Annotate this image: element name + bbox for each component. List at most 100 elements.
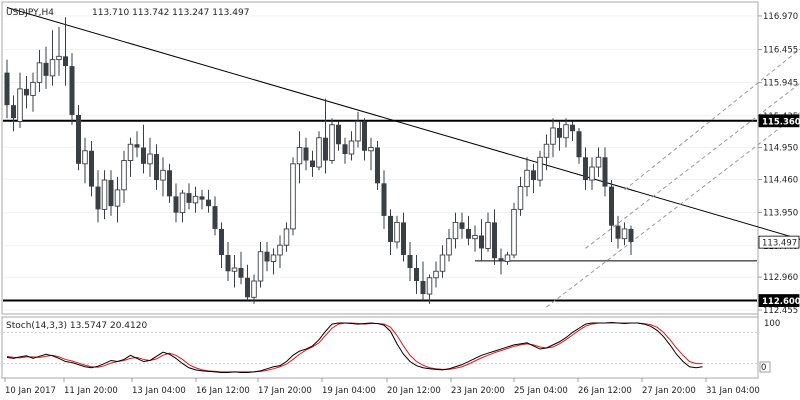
candle-body-bear [459, 222, 465, 229]
candle-body-bull [283, 228, 290, 246]
x-tick-label: 26 Jan 12:00 [578, 386, 632, 396]
candle-body-bear [570, 124, 575, 132]
stoch-axis-100: 100 [764, 319, 780, 329]
y-tick-label: 113.950 [763, 209, 798, 219]
price-axis: 116.970116.455115.945115.435114.950114.4… [758, 12, 798, 316]
price-box-label: 115.360 [762, 117, 800, 127]
y-tick-label: 112.455 [763, 306, 798, 316]
candle-body-bear [615, 225, 621, 239]
candle-body-bear [199, 196, 205, 200]
x-tick-label: 16 Jan 12:00 [196, 386, 250, 396]
x-tick-label: 23 Jan 20:00 [451, 386, 505, 396]
candle-body-bear [95, 186, 101, 210]
y-tick-label: 114.460 [763, 175, 798, 185]
candle-body-bear [63, 56, 68, 67]
candle-body-bull [82, 150, 88, 165]
symbol-label: USDJPY,H4 [6, 8, 54, 18]
candle-body-bear [108, 180, 114, 207]
y-tick-label: 116.455 [763, 45, 798, 55]
candle-body-bear [212, 206, 218, 229]
candle-body-bear [11, 105, 16, 119]
candle-body-bear [24, 88, 29, 96]
candle-body-bull [537, 156, 543, 181]
x-tick-label: 27 Jan 20:00 [642, 386, 696, 396]
candles [4, 17, 634, 304]
downward-trendline [6, 7, 800, 240]
candle-body-bull [439, 254, 446, 272]
candle-body-bull [329, 124, 335, 161]
price-box [758, 235, 800, 249]
candle-body-bear [206, 199, 211, 207]
candle-body-bull [433, 270, 439, 279]
candle-body-bull [127, 143, 134, 161]
x-tick-label: 25 Jan 04:00 [514, 386, 568, 396]
candle-body-bear [362, 121, 367, 151]
channel-line-middle [585, 82, 800, 249]
candle-body-bear [609, 186, 614, 226]
candle-body-bear [628, 228, 634, 242]
x-tick-label: 31 Jan 04:00 [706, 386, 760, 396]
x-tick-label: 19 Jan 04:00 [322, 386, 376, 396]
price-box-label: 112.600 [762, 297, 800, 307]
candle-body-bear [602, 157, 608, 187]
candle-body-bull [30, 81, 36, 96]
candle-body-bear [531, 170, 536, 181]
candle-body-bear [238, 267, 244, 278]
candle-body-bear [89, 150, 94, 187]
candle-body-bull [251, 280, 257, 298]
candle-body-bull [394, 221, 400, 243]
candle-body-bear [492, 222, 497, 259]
candle-body-bull [504, 254, 511, 262]
candle-body-bear [479, 235, 484, 249]
candle-body-bear [375, 147, 380, 184]
candle-body-bear [173, 196, 179, 213]
candle-body-bear [225, 254, 231, 272]
y-tick-label: 114.950 [763, 144, 798, 154]
candle-body-bear [245, 277, 250, 298]
y-tick-label: 116.970 [763, 12, 798, 22]
candle-body-bear [323, 137, 328, 161]
y-tick-label: 115.945 [763, 79, 798, 89]
x-tick-label: 11 Jan 20:00 [64, 386, 118, 396]
candle-body-bear [401, 222, 406, 255]
candle-body-bear [557, 127, 562, 138]
candle-body-bull [316, 137, 322, 168]
x-tick-label: 20 Jan 12:00 [387, 386, 441, 396]
price-box-label: 113.497 [762, 239, 797, 249]
candle-body-bear [583, 157, 588, 181]
candle-body-bull [452, 221, 459, 240]
candle-body-bear [466, 228, 471, 239]
stoch-axis-0-box [759, 361, 771, 373]
candle-body-bull [17, 88, 23, 122]
candle-body-bear [69, 66, 75, 115]
candle-body-bull [49, 59, 56, 77]
stoch-axis-0: 0 [761, 363, 766, 373]
stoch-plot-frame [1, 316, 759, 379]
candle-body-bull [179, 192, 186, 214]
x-tick-label: 13 Jan 04:00 [132, 386, 186, 396]
y-tick-label: 112.960 [763, 273, 798, 283]
candle-body-bull [485, 221, 491, 249]
candle-body-bear [303, 147, 309, 161]
candle-body-bull [511, 208, 517, 256]
candle-body-bull [355, 121, 361, 142]
candle-body-bull [524, 169, 530, 188]
candle-body-bear [388, 215, 393, 242]
candle-body-bear [414, 267, 419, 282]
candle-body-bull [517, 186, 524, 210]
candle-body-bear [336, 124, 341, 145]
stoch-main-line [6, 322, 703, 373]
candle-body-bull [56, 55, 62, 61]
drawn-lines [3, 7, 800, 308]
candle-body-bull [231, 267, 238, 272]
time-axis: 10 Jan 2017 11 Jan 20:00 13 Jan 04:00 16 Ja… [4, 378, 760, 396]
candle-body-bull [296, 147, 303, 165]
candle-body-bear [4, 72, 10, 106]
candle-body-bear [154, 154, 159, 181]
candle-body-bear [576, 131, 582, 158]
candle-body-bull [563, 124, 569, 139]
candle-body-bull [550, 127, 556, 145]
candle-body-bear [219, 228, 224, 255]
